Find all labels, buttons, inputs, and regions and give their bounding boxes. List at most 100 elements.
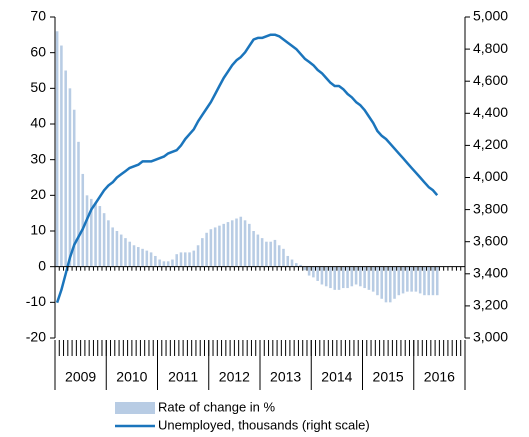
bar xyxy=(299,264,302,267)
bar xyxy=(107,220,110,267)
bar xyxy=(277,245,281,267)
bar xyxy=(137,247,140,267)
bar xyxy=(393,266,396,299)
bar xyxy=(303,266,307,271)
bar xyxy=(307,266,311,276)
bar xyxy=(166,261,170,267)
x-tick-label: 2016 xyxy=(424,369,455,385)
bar xyxy=(427,266,430,296)
legend-label: Unemployed, thousands (right scale) xyxy=(158,417,370,432)
y-tick-label: -20 xyxy=(26,329,46,345)
bar xyxy=(111,227,114,267)
y2-tick-label: 4,400 xyxy=(473,104,508,120)
bar xyxy=(226,222,230,267)
y2-tick-label: 4,200 xyxy=(473,136,508,152)
bar xyxy=(179,252,183,267)
bar xyxy=(145,250,149,267)
bar xyxy=(213,227,217,267)
bar xyxy=(342,266,345,289)
y2-tick-label: 4,800 xyxy=(473,40,508,56)
y2-tick-label: 3,800 xyxy=(473,200,508,216)
bar xyxy=(367,266,371,290)
bar xyxy=(256,234,260,267)
x-tick-label: 2009 xyxy=(65,369,96,385)
x-tick-label: 2010 xyxy=(116,369,147,385)
bar xyxy=(354,266,358,285)
bar xyxy=(346,266,349,289)
bar xyxy=(132,245,136,267)
bar xyxy=(60,45,63,267)
bar xyxy=(371,266,375,292)
y2-tick-label: 4,000 xyxy=(473,168,508,184)
bar xyxy=(141,248,144,267)
bar xyxy=(423,266,426,296)
bar xyxy=(324,266,328,287)
bar xyxy=(98,206,102,267)
bar xyxy=(243,220,247,267)
x-tick-label: 2014 xyxy=(321,369,352,385)
bar xyxy=(239,216,243,267)
bar xyxy=(235,218,238,267)
y2-tick-label: 4,600 xyxy=(473,72,508,88)
bar xyxy=(55,31,59,267)
bar xyxy=(205,232,208,267)
bar xyxy=(290,259,294,267)
x-tick-label: 2011 xyxy=(168,369,198,385)
bar xyxy=(209,229,213,267)
bar xyxy=(72,109,76,267)
bar xyxy=(401,266,405,294)
y-tick-label: 30 xyxy=(30,150,46,166)
bar xyxy=(154,255,157,267)
bar xyxy=(363,266,366,289)
bar xyxy=(406,266,409,292)
bar xyxy=(175,254,178,267)
y2-tick-label: 3,200 xyxy=(473,297,508,313)
bar xyxy=(295,263,298,267)
bar xyxy=(435,266,439,296)
bar xyxy=(329,266,332,289)
y-tick-label: 70 xyxy=(30,8,46,24)
y2-tick-label: 3,400 xyxy=(473,265,508,281)
bar xyxy=(183,252,187,267)
bar xyxy=(85,195,89,267)
bar xyxy=(171,259,174,267)
y-tick-label: 40 xyxy=(30,115,46,131)
y2-tick-label: 5,000 xyxy=(473,8,508,24)
bar xyxy=(201,238,204,267)
bar xyxy=(282,248,285,267)
bar xyxy=(359,266,362,287)
bar xyxy=(188,252,191,267)
x-tick-label: 2012 xyxy=(219,369,250,385)
bar xyxy=(388,266,392,303)
bar xyxy=(230,220,234,267)
bar xyxy=(312,266,315,278)
bar xyxy=(90,198,93,267)
bar xyxy=(431,266,435,296)
bar xyxy=(149,252,153,267)
bar xyxy=(316,266,319,281)
bar xyxy=(252,231,255,267)
bar xyxy=(218,225,221,267)
bar xyxy=(410,266,413,292)
x-tick-label: 2013 xyxy=(270,369,301,385)
bar xyxy=(192,250,196,267)
bar xyxy=(265,241,268,267)
bar xyxy=(414,266,418,292)
line xyxy=(55,33,439,304)
bar xyxy=(269,241,272,267)
bar xyxy=(94,202,97,267)
legend-label: Rate of change in % xyxy=(158,399,276,414)
y-tick-label: 10 xyxy=(30,222,46,238)
y-tick-label: 50 xyxy=(30,79,46,95)
y-tick-label: 0 xyxy=(38,257,46,273)
bar xyxy=(320,266,324,285)
bar xyxy=(384,266,388,303)
bar xyxy=(77,141,80,267)
bar xyxy=(196,245,200,267)
bar xyxy=(350,266,354,287)
bar xyxy=(115,231,119,267)
y-tick-label: 60 xyxy=(30,43,46,59)
bar xyxy=(162,261,166,267)
y2-tick-label: 3,600 xyxy=(473,232,508,248)
